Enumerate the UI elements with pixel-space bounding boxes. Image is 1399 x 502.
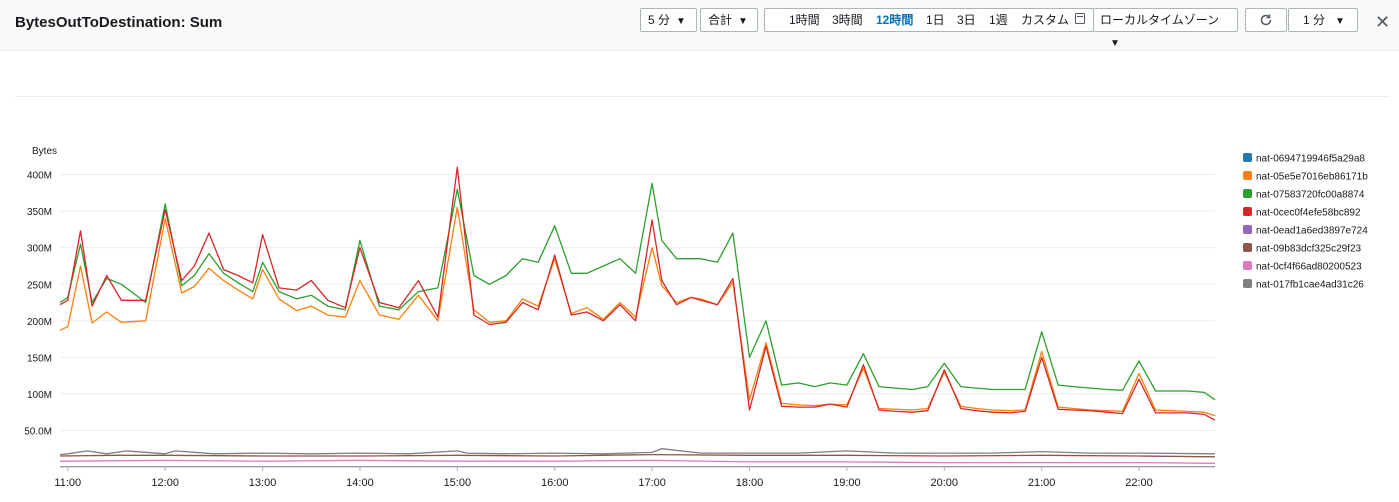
refresh-interval-select[interactable]: 1 分 ▼ <box>1288 8 1358 32</box>
y-tick-label: 50.0M <box>24 426 52 437</box>
y-tick-label: 250M <box>27 280 52 291</box>
series-line <box>59 166 1216 421</box>
legend-label: nat-07583720fc00a8874 <box>1256 190 1365 201</box>
period-select[interactable]: 5 分 ▼ <box>640 8 697 32</box>
range-12h[interactable]: 12時間 <box>876 13 914 27</box>
caret-down-icon: ▼ <box>1335 16 1345 27</box>
legend-label: nat-05e5e7016eb86171b <box>1256 172 1368 183</box>
range-custom[interactable]: カスタム <box>1021 13 1070 27</box>
timezone-value: ローカルタイムゾーン <box>1100 13 1220 27</box>
widget-header: BytesOutToDestination: Sum 5 分 ▼ 合計 ▼ 1時間 … <box>0 0 1399 51</box>
x-tick-label: 17:00 <box>638 477 666 489</box>
legend-swatch <box>1243 279 1252 288</box>
x-tick-label: 11:00 <box>54 477 81 489</box>
y-tick-label: 200M <box>27 317 52 328</box>
series-line <box>59 206 1216 417</box>
legend-swatch <box>1243 225 1252 234</box>
timezone-select[interactable]: ローカルタイムゾーン ▼ <box>1093 8 1238 49</box>
series-line <box>59 459 1216 464</box>
y-tick-label: 300M <box>27 244 52 255</box>
x-tick-label: 19:00 <box>833 477 861 489</box>
y-tick-label: 350M <box>27 207 52 218</box>
range-3h[interactable]: 3時間 <box>832 13 863 27</box>
legend-label: nat-09b83dcf325c29f23 <box>1256 244 1362 255</box>
legend-swatch <box>1243 171 1252 180</box>
period-value: 5 分 <box>648 13 671 27</box>
range-1h[interactable]: 1時間 <box>789 13 820 27</box>
legend-label: nat-0694719946f5a29a8 <box>1256 154 1365 165</box>
y-tick-label: 150M <box>27 353 52 364</box>
x-tick-label: 14:00 <box>346 477 374 489</box>
y-axis-label: Bytes <box>32 146 57 157</box>
y-tick-label: 400M <box>27 171 52 182</box>
series-line <box>59 453 1216 458</box>
series-line <box>59 448 1216 456</box>
x-tick-label: 15:00 <box>444 477 472 489</box>
range-1w[interactable]: 1週 <box>989 13 1008 27</box>
caret-down-icon: ▼ <box>676 16 686 27</box>
legend-label: nat-0cf4f66ad80200523 <box>1256 262 1362 273</box>
x-tick-label: 18:00 <box>736 477 764 489</box>
widget-title: BytesOutToDestination: Sum <box>15 14 223 31</box>
close-icon[interactable]: ✕ <box>1375 12 1391 32</box>
refresh-interval-value: 1 分 <box>1303 13 1326 27</box>
y-tick-label: 100M <box>27 390 52 401</box>
range-1d[interactable]: 1日 <box>926 13 945 27</box>
legend-swatch <box>1243 207 1252 216</box>
x-tick-label: 13:00 <box>249 477 277 489</box>
range-3d[interactable]: 3日 <box>957 13 976 27</box>
caret-down-icon: ▼ <box>1110 38 1120 49</box>
legend-swatch <box>1243 261 1252 270</box>
legend-swatch <box>1243 189 1252 198</box>
series-line <box>59 182 1216 401</box>
legend-label: nat-0cec0f4efe58bc892 <box>1256 208 1361 219</box>
refresh-icon <box>1260 14 1272 26</box>
refresh-button[interactable] <box>1245 8 1287 32</box>
legend-swatch <box>1243 153 1252 162</box>
x-tick-label: 16:00 <box>541 477 569 489</box>
x-tick-label: 12:00 <box>151 477 179 489</box>
legend-label: nat-017fb1cae4ad31c26 <box>1256 280 1364 291</box>
x-tick-label: 21:00 <box>1028 477 1056 489</box>
caret-down-icon: ▼ <box>738 16 748 27</box>
x-tick-label: 22:00 <box>1125 477 1153 489</box>
time-range-selector: 1時間 3時間 12時間 1日 3日 1週 カスタム <box>764 8 1094 32</box>
statistic-value: 合計 <box>708 13 733 27</box>
legend-swatch <box>1243 243 1252 252</box>
divider <box>15 96 1390 97</box>
legend-label: nat-0ead1a6ed3897e724 <box>1256 226 1368 237</box>
calendar-icon[interactable] <box>1075 13 1085 24</box>
x-tick-label: 20:00 <box>931 477 959 489</box>
statistic-select[interactable]: 合計 ▼ <box>700 8 758 32</box>
